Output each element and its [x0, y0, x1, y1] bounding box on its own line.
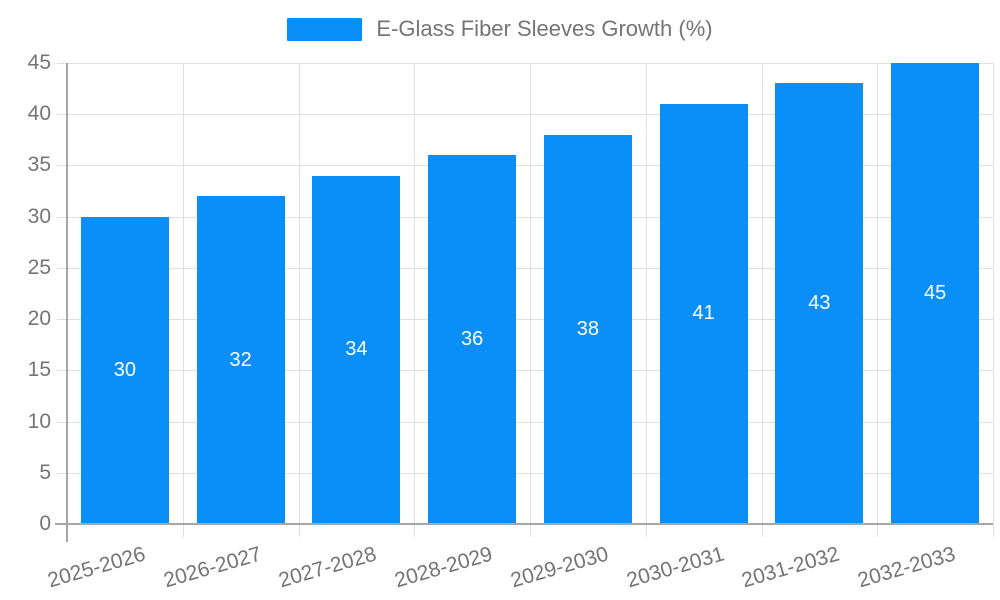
x-axis-line [55, 523, 993, 525]
plot-area: 30 32 34 36 38 41 43 45 0 5 10 15 20 25 30 35 40 45 2025… [28, 51, 994, 592]
h-gridline [57, 63, 993, 64]
bar-value-label: 41 [692, 302, 715, 325]
h-gridline [57, 421, 993, 423]
bar-value-label: 34 [345, 338, 368, 361]
h-gridline [57, 319, 993, 321]
y-axis-tick-label: 15 [27, 358, 51, 382]
y-axis-tick-label: 5 [39, 460, 51, 484]
legend-swatch-icon [287, 17, 363, 41]
legend-label: E-Glass Fiber Sleeves Growth (%) [376, 16, 713, 41]
h-gridline [57, 370, 993, 372]
bar-2025-2026[interactable]: 30 [80, 216, 169, 524]
bar-2030-2031[interactable]: 41 [659, 103, 748, 524]
y-axis-tick-label: 10 [27, 409, 51, 433]
bar-2026-2027[interactable]: 32 [196, 196, 285, 524]
bar-value-label: 43 [808, 292, 831, 315]
y-axis-tick-label: 30 [27, 204, 51, 228]
v-gridline [298, 63, 300, 537]
legend: E-Glass Fiber Sleeves Growth (%) [0, 16, 1000, 42]
bar-2028-2029[interactable]: 36 [428, 155, 517, 524]
bar-2029-2030[interactable]: 38 [543, 134, 632, 524]
h-gridline [57, 114, 993, 116]
bar-value-label: 30 [113, 358, 136, 381]
v-gridline [414, 63, 416, 537]
h-gridline [57, 267, 993, 269]
v-gridline [993, 63, 994, 537]
h-gridline [57, 472, 993, 474]
legend-item[interactable]: E-Glass Fiber Sleeves Growth (%) [287, 16, 713, 42]
h-gridline [57, 216, 993, 218]
y-axis-line [66, 63, 68, 542]
bar-2031-2032[interactable]: 43 [775, 83, 864, 524]
v-gridline [182, 63, 184, 537]
y-axis-tick-label: 35 [27, 153, 51, 177]
y-axis-tick-label: 20 [27, 307, 51, 331]
v-gridline [761, 63, 763, 537]
bar-value-label: 32 [229, 348, 252, 371]
v-gridline [645, 63, 647, 537]
bar-value-label: 45 [924, 282, 947, 304]
v-gridline [530, 63, 531, 537]
bar-2032-2033[interactable]: 45 [891, 63, 980, 524]
y-axis-tick-label: 25 [27, 255, 51, 279]
y-axis-tick-label: 45 [27, 51, 51, 74]
bar-value-label: 38 [576, 317, 599, 340]
v-gridline [877, 63, 879, 537]
bar-2027-2028[interactable]: 34 [312, 175, 401, 524]
y-axis-tick-label: 0 [39, 512, 51, 535]
bar-value-label: 36 [461, 328, 484, 351]
y-axis-tick-label: 40 [27, 102, 51, 126]
h-gridline [57, 165, 993, 167]
